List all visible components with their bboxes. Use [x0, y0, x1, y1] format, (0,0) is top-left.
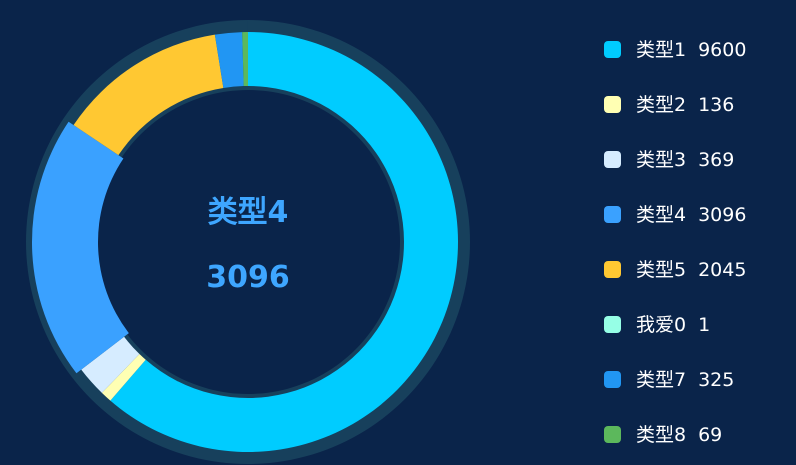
- legend-value: 325: [698, 369, 735, 391]
- slice-1[interactable]: [110, 32, 458, 452]
- legend-value: 369: [698, 149, 735, 171]
- legend-name: 类型4: [636, 204, 687, 226]
- legend-swatch: [604, 41, 621, 58]
- legend-item[interactable]: 类型5 2045: [604, 253, 794, 308]
- slice-5[interactable]: [73, 34, 224, 156]
- legend-name: 类型5: [636, 259, 687, 281]
- legend-name: 类型1: [636, 39, 687, 61]
- slice-6[interactable]: [214, 34, 224, 88]
- legend-value: 1: [698, 314, 711, 336]
- slice-3[interactable]: [81, 336, 140, 393]
- legend-swatch: [604, 316, 621, 333]
- legend-swatch: [604, 261, 621, 278]
- legend: 类型1 9600 类型2 136 类型3 369 类型4 3096 类型5 2045: [604, 33, 794, 465]
- legend-value: 9600: [698, 39, 747, 61]
- slice-7[interactable]: [214, 32, 244, 88]
- legend-swatch: [604, 96, 621, 113]
- slice-4[interactable]: [32, 121, 129, 374]
- legend-swatch: [604, 206, 621, 223]
- legend-item[interactable]: 类型1 9600: [604, 33, 794, 88]
- legend-name: 我爱0: [636, 314, 687, 336]
- slices: [32, 32, 458, 452]
- center-label: 类型4: [208, 195, 289, 230]
- donut-chart: 类型4 3096: [26, 19, 471, 464]
- legend-text: 类型4 3096: [636, 198, 746, 232]
- slice-8[interactable]: [242, 32, 248, 87]
- legend-item[interactable]: 类型2 136: [604, 88, 794, 143]
- legend-item[interactable]: 类型4 3096: [604, 198, 794, 253]
- legend-name: 类型8: [636, 424, 687, 446]
- legend-value: 136: [698, 94, 735, 116]
- legend-value: 2045: [698, 259, 747, 281]
- legend-item[interactable]: 我爱0 1: [604, 308, 794, 363]
- center-value: 3096: [206, 260, 290, 295]
- legend-swatch: [604, 426, 621, 443]
- legend-text: 类型8 69: [636, 418, 722, 452]
- legend-name: 类型7: [636, 369, 687, 391]
- legend-item[interactable]: 类型3 369: [604, 143, 794, 198]
- legend-text: 我爱0 1: [636, 308, 710, 342]
- legend-item[interactable]: 类型8 69: [604, 418, 794, 465]
- legend-item[interactable]: 类型7 325: [604, 363, 794, 418]
- legend-text: 类型3 369: [636, 143, 734, 177]
- legend-name: 类型3: [636, 149, 687, 171]
- legend-text: 类型1 9600: [636, 33, 746, 67]
- legend-text: 类型7 325: [636, 363, 734, 397]
- slice-2[interactable]: [101, 354, 146, 401]
- legend-swatch: [604, 151, 621, 168]
- legend-name: 类型2: [636, 94, 687, 116]
- legend-swatch: [604, 371, 621, 388]
- legend-text: 类型5 2045: [636, 253, 746, 287]
- legend-value: 69: [698, 424, 723, 446]
- legend-value: 3096: [698, 204, 747, 226]
- legend-text: 类型2 136: [636, 88, 734, 122]
